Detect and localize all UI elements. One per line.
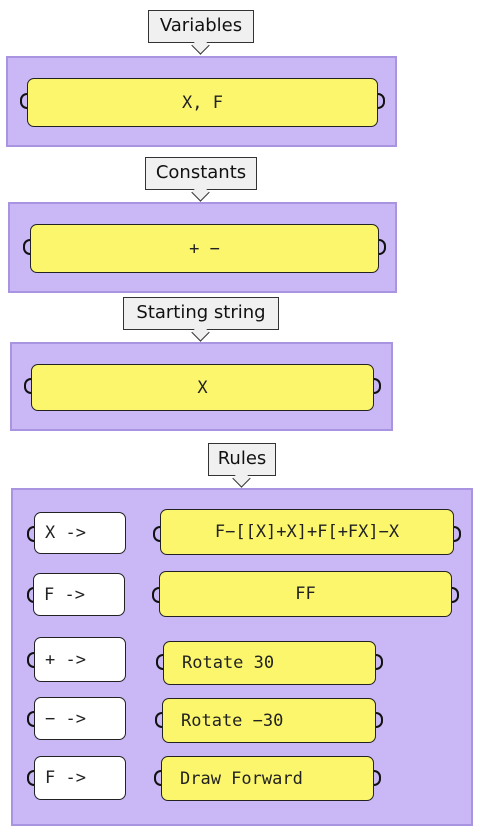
rule-output-box[interactable]: Draw Forward xyxy=(161,756,374,801)
constants-field[interactable]: + − xyxy=(30,224,379,273)
rule-input: X -> xyxy=(45,523,86,543)
rule-input: + -> xyxy=(45,649,86,670)
rule-output: Draw Forward xyxy=(180,768,303,789)
constants-output-grip[interactable] xyxy=(379,239,386,255)
constants-panel: + − xyxy=(8,202,397,293)
start-field[interactable]: X xyxy=(31,364,374,411)
start-callout: Starting string xyxy=(123,297,279,330)
variables-field[interactable]: X, F xyxy=(27,78,378,127)
rule-output-grip[interactable] xyxy=(452,587,459,603)
variables-callout: Variables xyxy=(148,10,254,43)
rule-output-input-grip[interactable] xyxy=(152,587,159,603)
rules-panel: X -> F−[[X]+X]+F[+FX]−X F -> FF + -> Rot… xyxy=(11,488,473,826)
rule-input: F -> xyxy=(45,768,86,788)
rule-input-box[interactable]: F -> xyxy=(33,573,125,616)
rule-input-box[interactable]: F -> xyxy=(34,756,126,800)
variables-panel: X, F xyxy=(6,56,397,147)
rule-input-grip[interactable] xyxy=(27,526,34,542)
rule-output-box[interactable]: Rotate −30 xyxy=(162,698,376,743)
variables-value: X, F xyxy=(182,92,223,113)
constants-input-grip[interactable] xyxy=(23,239,30,255)
rule-input: F -> xyxy=(44,584,85,605)
rule-input-box[interactable]: X -> xyxy=(34,512,126,554)
rule-input-grip[interactable] xyxy=(27,711,34,727)
rule-output-input-grip[interactable] xyxy=(155,712,162,728)
rule-output-grip[interactable] xyxy=(376,712,383,728)
rule-output: Rotate 30 xyxy=(182,653,275,673)
rule-input: − -> xyxy=(45,708,86,729)
constants-value: + − xyxy=(189,238,220,259)
variables-output-grip[interactable] xyxy=(378,93,385,109)
rule-output-input-grip[interactable] xyxy=(154,770,161,786)
rules-label: Rules xyxy=(217,448,267,469)
rule-output-grip[interactable] xyxy=(454,526,461,542)
start-value: X xyxy=(197,377,208,398)
start-output-grip[interactable] xyxy=(374,378,381,394)
rule-input-box[interactable]: − -> xyxy=(34,697,126,740)
rule-input-grip[interactable] xyxy=(27,587,34,603)
rule-output-box[interactable]: FF xyxy=(159,571,452,617)
variables-input-grip[interactable] xyxy=(20,93,27,109)
constants-label: Constants xyxy=(155,162,247,183)
rule-output-grip[interactable] xyxy=(374,770,381,786)
rules-callout: Rules xyxy=(208,443,276,476)
variables-label: Variables xyxy=(159,15,243,36)
start-panel: X xyxy=(10,342,393,431)
start-label: Starting string xyxy=(136,302,266,323)
start-input-grip[interactable] xyxy=(24,378,31,394)
rule-output-box[interactable]: Rotate 30 xyxy=(163,641,376,685)
constants-callout: Constants xyxy=(145,157,257,190)
rule-output-grip[interactable] xyxy=(376,654,383,670)
rule-input-grip[interactable] xyxy=(27,770,34,786)
rule-output: FF xyxy=(295,584,316,604)
rule-output-input-grip[interactable] xyxy=(153,526,160,542)
rule-input-box[interactable]: + -> xyxy=(34,637,126,682)
rule-output-box[interactable]: F−[[X]+X]+F[+FX]−X xyxy=(160,509,454,555)
rule-input-grip[interactable] xyxy=(27,652,34,668)
rule-output: F−[[X]+X]+F[+FX]−X xyxy=(214,522,400,542)
rule-output: Rotate −30 xyxy=(181,710,284,731)
rule-output-input-grip[interactable] xyxy=(156,654,163,670)
